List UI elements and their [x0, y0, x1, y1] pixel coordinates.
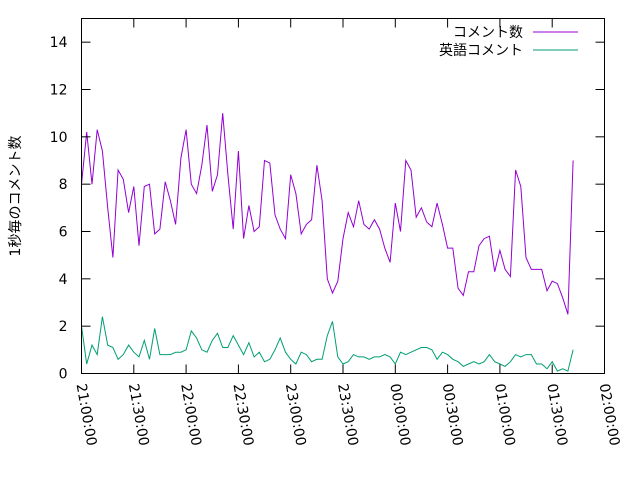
y-axis-label: 1秒毎のコメント数 [8, 136, 24, 257]
y-axis: 0 2 4 6 8 10 12 14 [50, 35, 605, 383]
y-tick-label: 2 [59, 319, 68, 335]
series-line-0 [81, 113, 574, 315]
y-tick-label: 12 [50, 83, 68, 99]
legend-label-1: 英語コメント [439, 42, 523, 59]
y-tick-label: 14 [50, 35, 68, 51]
series-line-1 [81, 316, 574, 372]
y-tick-label: 6 [59, 225, 68, 241]
legend-label-0: コメント数 [453, 25, 523, 41]
series-layer [81, 113, 574, 372]
y-tick-label: 10 [50, 130, 68, 146]
y-tick-label: 0 [59, 367, 68, 383]
y-tick-label: 8 [59, 177, 68, 193]
y-tick-label: 4 [59, 272, 68, 288]
